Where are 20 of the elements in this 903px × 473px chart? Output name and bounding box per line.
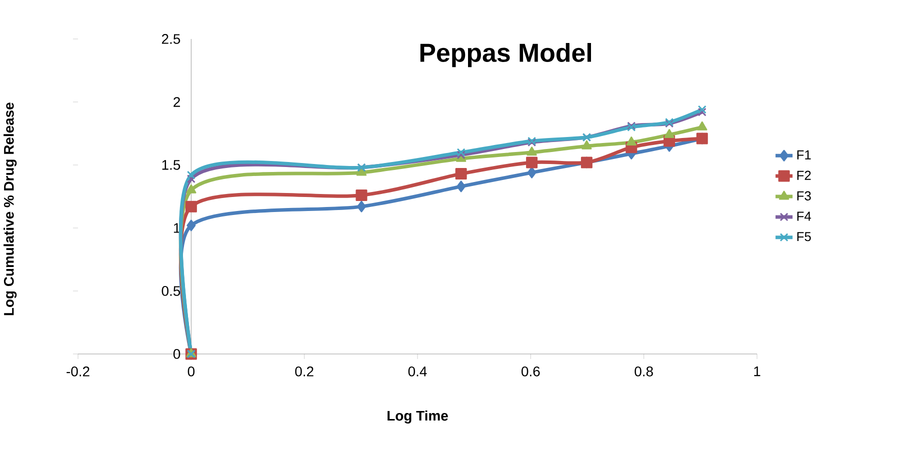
y-axis-title: Log Cumulative % Drug Release (4, 102, 17, 316)
x-axis-title: Log Time (388, 410, 448, 424)
x-tick-label: 0.6 (522, 366, 540, 376)
y-tick-label: 0 (173, 349, 180, 359)
y-tick-label: 1.5 (162, 160, 180, 170)
x-tick-label: 1 (754, 366, 760, 376)
x-tick-label: 0 (188, 366, 195, 376)
y-tick-label: 0.5 (162, 286, 180, 296)
x-tick-label: 0.2 (295, 366, 314, 376)
chart-title: Peppas Model (420, 42, 592, 68)
legend-label: F4 (797, 212, 812, 221)
legend-label: F5 (797, 232, 811, 242)
legend-label: F2 (797, 170, 811, 180)
x-tick-label: -0.2 (66, 366, 90, 376)
x-tick-label: 0.4 (408, 366, 427, 376)
y-tick-label: 2 (174, 97, 180, 107)
legend-label: F1 (797, 150, 811, 160)
legend-label: F3 (797, 191, 811, 200)
y-tick-label: 2.5 (162, 34, 180, 44)
x-tick-label: 0.8 (634, 366, 653, 376)
